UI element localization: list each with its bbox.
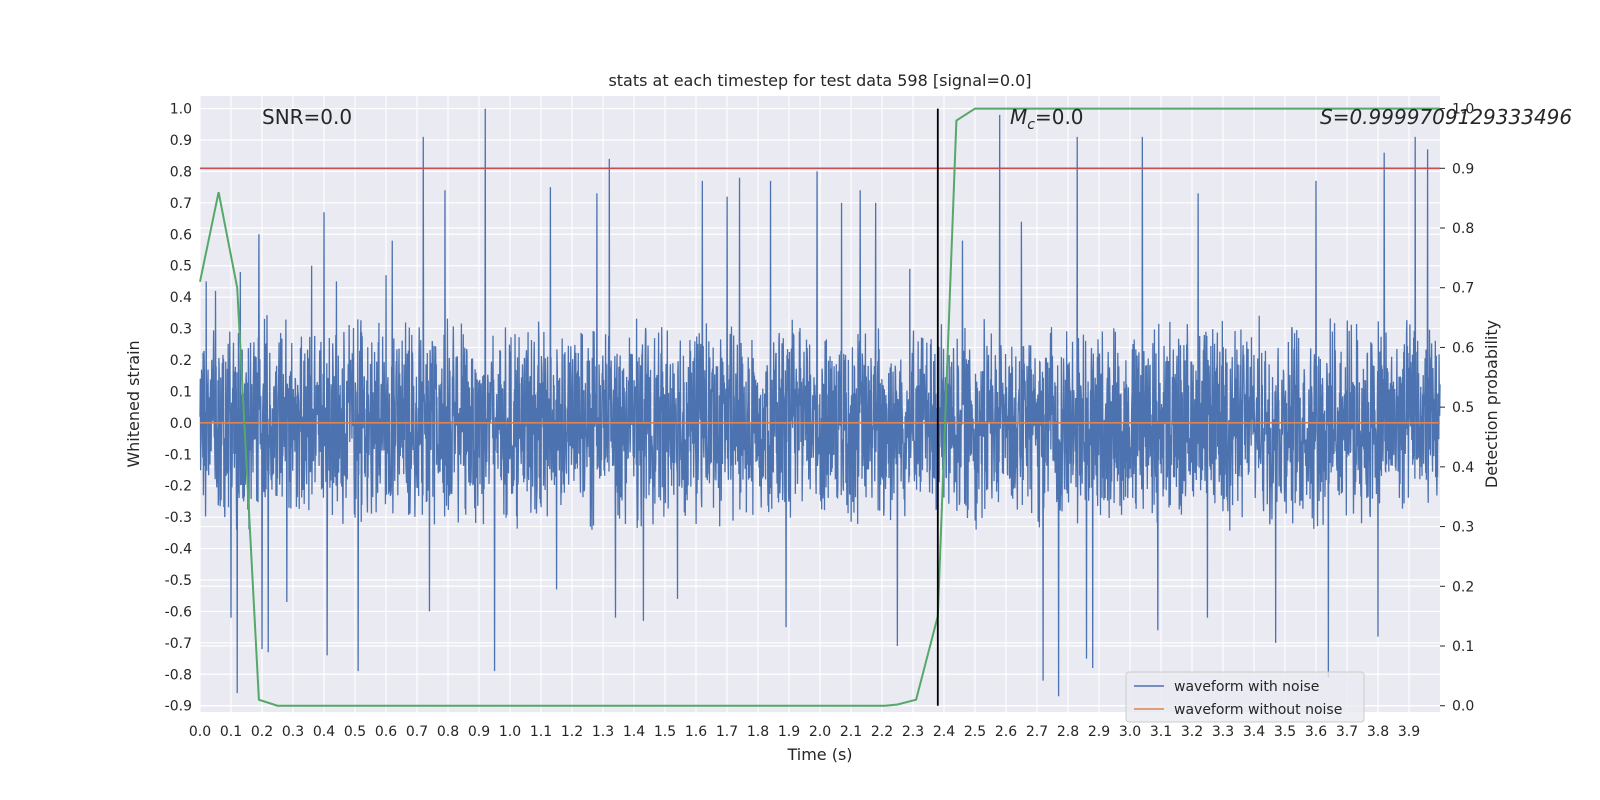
y-tick-label: 0.1 xyxy=(170,384,192,400)
y2-tick-label: 0.6 xyxy=(1452,340,1474,356)
y-tick-label: -0.2 xyxy=(165,479,192,495)
y-tick-label: -0.7 xyxy=(165,636,192,652)
y2-tick-label: 0.1 xyxy=(1452,639,1474,655)
x-tick-label: 3.8 xyxy=(1367,724,1389,740)
x-tick-label: 0.1 xyxy=(220,724,242,740)
x-tick-label: 2.2 xyxy=(871,724,893,740)
legend-label-noise: waveform with noise xyxy=(1174,679,1319,695)
x-tick-label: 2.9 xyxy=(1088,724,1110,740)
x-tick-label: 1.0 xyxy=(499,724,521,740)
y-tick-label: -0.4 xyxy=(165,542,192,558)
x-tick-label: 0.2 xyxy=(251,724,273,740)
x-tick-label: 1.9 xyxy=(778,724,800,740)
mc-annotation: Mc=0.0 xyxy=(1010,105,1084,133)
x-tick-label: 0.3 xyxy=(282,724,304,740)
y-tick-label: 0.5 xyxy=(170,259,192,275)
x-tick-label: 3.2 xyxy=(1181,724,1203,740)
x-tick-label: 1.2 xyxy=(561,724,583,740)
x-tick-label: 3.0 xyxy=(1119,724,1141,740)
series-detection-probability xyxy=(199,107,1440,707)
y2-tick-label: 0.3 xyxy=(1452,520,1474,536)
x-tick-label: 1.7 xyxy=(716,724,738,740)
x-tick-label: 1.1 xyxy=(530,724,552,740)
y-tick-label: 0.9 xyxy=(170,133,192,149)
x-tick-label: 2.8 xyxy=(1057,724,1079,740)
y2-tick-label: 0.4 xyxy=(1452,460,1474,476)
legend-label-clean: waveform without noise xyxy=(1174,702,1342,718)
x-tick-label: 2.3 xyxy=(902,724,924,740)
series-layer xyxy=(199,107,1441,707)
y-tick-label: -0.3 xyxy=(165,510,192,526)
x-tick-label: 1.8 xyxy=(747,724,769,740)
y2-axis-label: Detection probability xyxy=(1482,320,1501,488)
y2-tick-label: 0.9 xyxy=(1452,161,1474,177)
x-tick-label: 0.4 xyxy=(313,724,335,740)
x-tick-label: 2.4 xyxy=(933,724,955,740)
x-tick-label: 1.4 xyxy=(623,724,645,740)
x-tick-label: 3.5 xyxy=(1274,724,1296,740)
y-tick-label: -0.1 xyxy=(165,447,192,463)
x-tick-label: 0.7 xyxy=(406,724,428,740)
y-tick-label: 0.8 xyxy=(170,164,192,180)
x-tick-label: 0.5 xyxy=(344,724,366,740)
y2-tick-label: 0.0 xyxy=(1452,699,1474,715)
y-tick-label: 0.4 xyxy=(170,290,192,306)
x-tick-label: 3.6 xyxy=(1305,724,1327,740)
chart-title: stats at each timestep for test data 598… xyxy=(608,71,1031,90)
x-tick-label: 2.0 xyxy=(809,724,831,740)
x-tick-label: 1.5 xyxy=(654,724,676,740)
x-tick-label: 1.3 xyxy=(592,724,614,740)
x-tick-labels: 0.0 0.1 0.2 0.3 0.4 0.5 0.6 0.7 0.8 0.9 1.0 1.1 1.2 1… xyxy=(189,724,1420,740)
y-tick-label: -0.5 xyxy=(165,573,192,589)
x-axis-label: Time (s) xyxy=(786,745,852,764)
y-tick-label: -0.8 xyxy=(165,667,192,683)
y-tick-labels: 1.0 0.9 0.8 0.7 0.6 0.5 0.4 0.3 0.2 0.1 0.0 -0.1 -0.… xyxy=(165,102,192,715)
y-tick-label: 0.7 xyxy=(170,196,192,212)
x-tick-label: 3.3 xyxy=(1212,724,1234,740)
y2-tick-label: 1.0 xyxy=(1452,102,1474,118)
x-tick-label: 0.0 xyxy=(189,724,211,740)
x-tick-label: 0.8 xyxy=(437,724,459,740)
x-tick-label: 0.9 xyxy=(468,724,490,740)
y-tick-label: 1.0 xyxy=(170,102,192,118)
x-tick-label: 2.7 xyxy=(1026,724,1048,740)
y-tick-label: -0.9 xyxy=(165,699,192,715)
score-annotation: S=0.9999709129333496 xyxy=(1320,105,1572,129)
x-tick-label: 3.9 xyxy=(1398,724,1420,740)
y2-tick-labels: 1.0 0.9 0.8 0.7 0.6 0.5 0.4 0.3 0.2 0.1 0.0 xyxy=(1440,102,1474,715)
legend: waveform with noise waveform without noi… xyxy=(1125,671,1365,723)
y-tick-label: 0.3 xyxy=(170,322,192,338)
y-axis-label: Whitened strain xyxy=(124,340,143,467)
x-tick-label: 2.1 xyxy=(840,724,862,740)
x-tick-label: 0.6 xyxy=(375,724,397,740)
snr-annotation: SNR=0.0 xyxy=(262,105,352,129)
y-tick-label: 0.6 xyxy=(170,227,192,243)
legend-box xyxy=(1125,671,1365,723)
x-tick-label: 3.4 xyxy=(1243,724,1265,740)
y2-tick-label: 0.2 xyxy=(1452,579,1474,595)
y-tick-label: -0.6 xyxy=(165,604,192,620)
series-waveform-with-noise xyxy=(199,108,1441,697)
x-tick-label: 2.6 xyxy=(995,724,1017,740)
x-tick-label: 3.7 xyxy=(1336,724,1358,740)
x-tick-label: 3.1 xyxy=(1150,724,1172,740)
y2-tick-label: 0.5 xyxy=(1452,400,1474,416)
y2-tick-label: 0.7 xyxy=(1452,281,1474,297)
y-tick-label: 0.2 xyxy=(170,353,192,369)
x-tick-label: 1.6 xyxy=(685,724,707,740)
y-tick-label: 0.0 xyxy=(170,416,192,432)
y2-tick-label: 0.8 xyxy=(1452,221,1474,237)
x-tick-label: 2.5 xyxy=(964,724,986,740)
